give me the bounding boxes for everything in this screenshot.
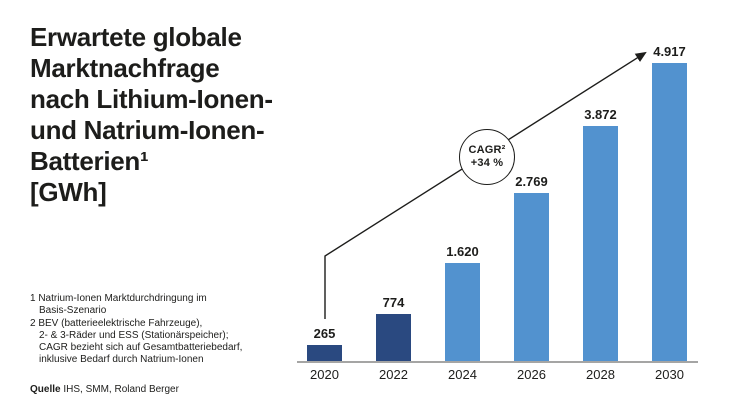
bar-group-2026: 2.769 [514, 174, 549, 361]
x-axis-label: 2020 [310, 367, 339, 382]
x-axis-labels: 2020 2022 2024 2026 2028 2030 [307, 367, 687, 382]
source-text: IHS, SMM, Roland Berger [60, 384, 179, 395]
bars-row: 265 774 1.620 2.769 3.872 4.917 [307, 31, 687, 361]
source-line: Quelle IHS, SMM, Roland Berger [30, 384, 179, 396]
bar-group-2024: 1.620 [445, 244, 480, 361]
footnote-2: 2 BEV (batterieelektrische Fahrzeuge), 2… [30, 317, 243, 366]
bar-value-label: 2.769 [515, 174, 548, 189]
x-axis-label: 2026 [517, 367, 546, 382]
bar [307, 345, 342, 361]
bar-value-label: 4.917 [653, 44, 686, 59]
x-axis-label: 2028 [586, 367, 615, 382]
x-axis-label: 2030 [655, 367, 684, 382]
bar-value-label: 1.620 [446, 244, 479, 259]
bar-value-label: 3.872 [584, 107, 617, 122]
bar-value-label: 774 [382, 295, 405, 310]
bar-value-label: 265 [313, 326, 336, 341]
x-axis-label: 2022 [379, 367, 408, 382]
bar [376, 314, 411, 361]
bar-group-2030: 4.917 [652, 44, 687, 361]
bar-group-2028: 3.872 [583, 107, 618, 361]
bar [583, 126, 618, 361]
footnotes: 1 Natrium-Ionen Marktdurchdringung im Ba… [30, 293, 295, 367]
source-label: Quelle [30, 384, 61, 395]
cagr-badge-value: +34 % [470, 157, 504, 169]
footnote-1: 1 Natrium-Ionen Marktdurchdringung im Ba… [30, 293, 207, 317]
bar [652, 63, 687, 361]
bar-group-2020: 265 [307, 326, 342, 361]
x-axis-line [297, 361, 698, 363]
cagr-badge-title: CAGR² [468, 144, 506, 156]
bar [445, 263, 480, 361]
bar [514, 193, 549, 361]
bar-group-2022: 774 [376, 295, 411, 361]
cagr-badge: CAGR² +34 % [459, 129, 515, 185]
page-title: Erwartete globale Marktnachfrage nach Li… [30, 22, 273, 207]
x-axis-label: 2024 [448, 367, 477, 382]
